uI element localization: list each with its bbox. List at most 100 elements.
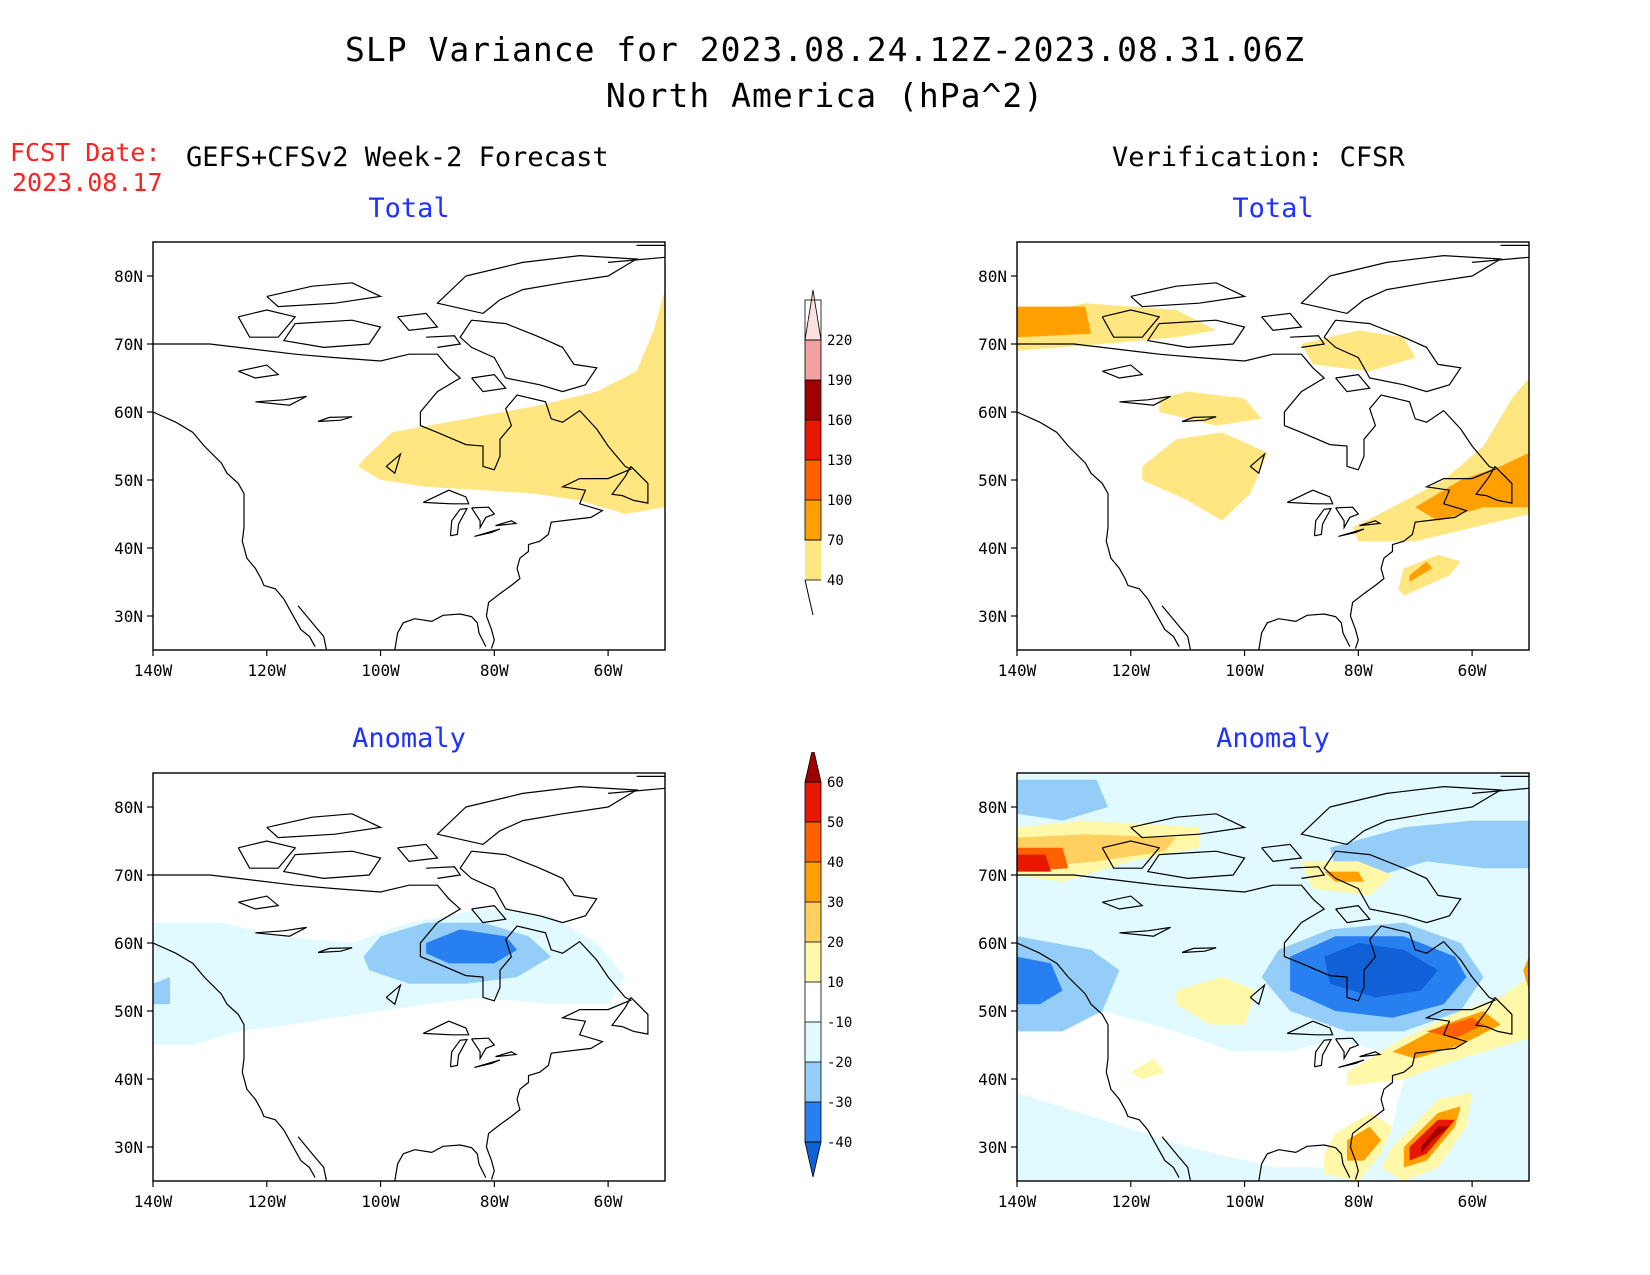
lat-label: 30N xyxy=(978,1138,1007,1157)
coastline xyxy=(608,775,665,794)
colorbar-label: 70 xyxy=(827,533,844,549)
shaded-region xyxy=(1398,554,1461,596)
colorbar-label: 50 xyxy=(827,815,844,831)
panel-title-verification-total: Total xyxy=(1232,193,1314,224)
coastline xyxy=(608,244,665,263)
lon-label: 140W xyxy=(998,1192,1037,1211)
total-colorbar: 40 70 100 130 160 190 220 xyxy=(804,289,852,616)
coastline xyxy=(1119,926,1171,937)
coastline xyxy=(1258,1144,1351,1181)
panel-title-forecast-anomaly: Anomaly xyxy=(352,723,466,754)
coastline xyxy=(1101,840,1161,869)
lat-label: 60N xyxy=(114,934,143,953)
coastline xyxy=(397,843,439,863)
coastline xyxy=(1323,319,1462,393)
shaded-region xyxy=(1017,936,1120,1032)
coastline xyxy=(471,373,507,393)
lat-label: 60N xyxy=(978,403,1007,422)
coastline xyxy=(1102,364,1144,379)
shaded-field xyxy=(1017,303,1529,596)
lat-label: 70N xyxy=(114,866,143,885)
colorbar-label: 130 xyxy=(827,453,852,469)
shaded-region xyxy=(1409,561,1433,582)
lon-label: 120W xyxy=(248,1192,287,1211)
coastline xyxy=(1161,605,1192,650)
lon-label: 140W xyxy=(998,661,1037,680)
colorbar-label: 220 xyxy=(827,333,852,349)
forecast-total-map: 80N 70N 60N 50N 40N 30N 140W 120W 100W 80W 60W xyxy=(114,241,666,680)
coastline xyxy=(1338,1059,1365,1068)
colorbar-label: 10 xyxy=(827,975,844,991)
coastline xyxy=(426,866,462,879)
coastline xyxy=(1286,489,1334,505)
lat-label: 70N xyxy=(114,335,143,354)
shaded-region xyxy=(1017,956,1063,1005)
coastline xyxy=(1300,785,1503,846)
coastline xyxy=(1335,1037,1360,1061)
lat-label: 80N xyxy=(978,798,1007,817)
coastline xyxy=(495,520,518,527)
colorbar-segment xyxy=(805,420,821,460)
coastline xyxy=(1475,465,1513,504)
colorbar-label: 100 xyxy=(827,493,852,509)
coastline xyxy=(1300,254,1503,315)
coastline xyxy=(1258,613,1351,650)
coastline xyxy=(1017,942,1180,1178)
coastline xyxy=(1017,411,1180,647)
coastlines xyxy=(1017,775,1529,1181)
lat-label: 50N xyxy=(114,1002,143,1021)
lat-label: 40N xyxy=(114,539,143,558)
coastline xyxy=(1472,244,1529,263)
coastline xyxy=(1261,843,1303,863)
coastline xyxy=(1017,874,1497,1180)
coastline xyxy=(1130,282,1247,308)
coastline xyxy=(459,319,598,393)
lat-label: 80N xyxy=(114,798,143,817)
plot-frame xyxy=(1016,772,1530,1182)
lon-label: 80W xyxy=(480,661,509,680)
colorbar-label: 40 xyxy=(827,855,844,871)
shaded-region xyxy=(1130,1058,1165,1079)
coastline xyxy=(1338,528,1365,537)
coastline xyxy=(426,335,462,348)
shaded-region xyxy=(357,289,665,514)
colorbar-label: 40 xyxy=(827,573,844,589)
lon-label: 100W xyxy=(1225,1192,1264,1211)
shaded-region xyxy=(1347,1126,1382,1161)
colorbar-segment xyxy=(805,500,821,540)
coastline xyxy=(153,874,633,1180)
coastline xyxy=(1146,850,1246,880)
lon-label: 60W xyxy=(1458,1192,1487,1211)
coastline xyxy=(459,850,598,924)
coastline xyxy=(153,942,316,1178)
colorbar-segment xyxy=(805,822,821,862)
coastline xyxy=(266,813,383,839)
coastlines xyxy=(1017,244,1529,650)
verification-anomaly-map: 80N 70N 60N 50N 40N 30N 140W 120W 100W 80W 60W xyxy=(978,772,1530,1211)
shaded-region xyxy=(1159,391,1262,426)
coastline xyxy=(1101,309,1161,338)
shaded-region xyxy=(1017,779,1108,821)
fcst-date-label: FCST Date: xyxy=(10,138,161,167)
colorbar-segment xyxy=(805,782,821,822)
lon-label: 100W xyxy=(1225,661,1264,680)
coastline xyxy=(1181,947,1217,954)
lon-label: 80W xyxy=(1344,1192,1373,1211)
shaded-field xyxy=(1017,773,1529,1181)
coastline xyxy=(394,1144,487,1181)
coastline xyxy=(436,254,639,315)
shaded-region xyxy=(1324,943,1438,998)
coastline xyxy=(297,605,328,650)
coastline xyxy=(1335,506,1360,530)
lon-label: 80W xyxy=(1344,661,1373,680)
coastline xyxy=(237,840,297,869)
plot-frame xyxy=(152,241,666,651)
colorbar-segment xyxy=(805,380,821,420)
anomaly-colorbar: -40 -30 -20 -10 10 20 30 40 50 60 xyxy=(804,752,852,1178)
coastline xyxy=(317,416,353,423)
lon-label: 60W xyxy=(1458,661,1487,680)
coastline xyxy=(1102,895,1144,910)
coastline xyxy=(266,282,383,308)
shaded-region xyxy=(153,977,171,1005)
shaded-region xyxy=(1301,330,1416,372)
